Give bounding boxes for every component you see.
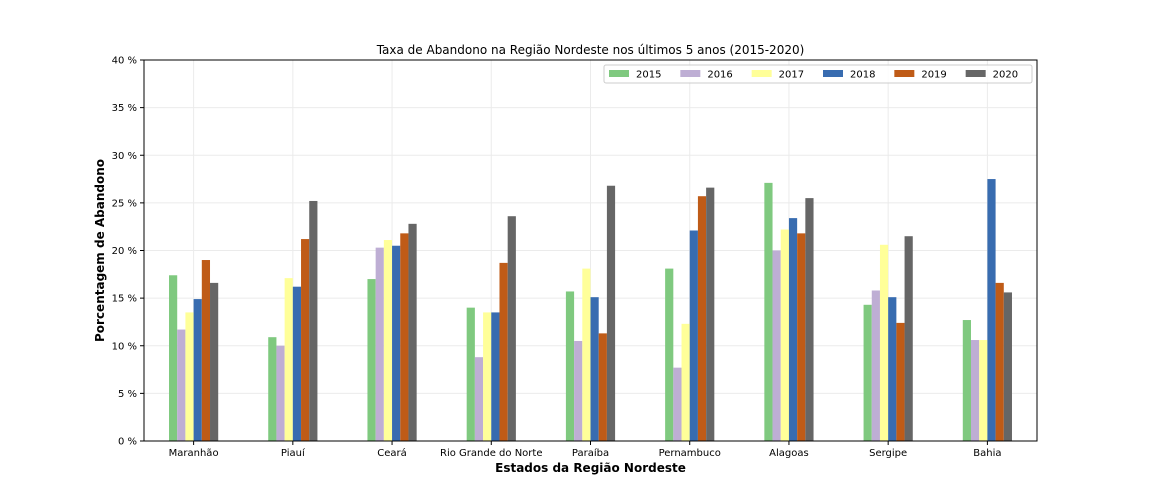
x-tick-label: Sergipe bbox=[869, 448, 907, 459]
legend-swatch bbox=[680, 70, 701, 77]
bar-2020[interactable] bbox=[408, 223, 417, 441]
y-tick-label: 35 % bbox=[112, 103, 137, 114]
x-tick-label: Maranhão bbox=[169, 448, 219, 459]
bar-2019[interactable] bbox=[201, 260, 211, 441]
x-tick-label: Piauí bbox=[281, 447, 306, 459]
bar-2018[interactable] bbox=[689, 230, 698, 441]
bar-2016[interactable] bbox=[871, 290, 880, 441]
bar-2020[interactable] bbox=[507, 216, 516, 441]
bar-2019[interactable] bbox=[797, 233, 806, 441]
bar-2019[interactable] bbox=[995, 282, 1004, 441]
bar-2017[interactable] bbox=[780, 229, 789, 441]
chart-title: Taxa de Abandono na Região Nordeste nos … bbox=[376, 43, 805, 57]
x-tick-label: Bahia bbox=[973, 448, 1001, 459]
bar-2015[interactable] bbox=[764, 182, 773, 441]
bar-2019[interactable] bbox=[697, 196, 707, 441]
legend-label: 2019 bbox=[921, 70, 946, 81]
bar-2018[interactable] bbox=[788, 218, 798, 441]
y-tick-label: 5 % bbox=[118, 389, 137, 400]
y-tick-label: 40 % bbox=[112, 56, 137, 67]
bar-2015[interactable] bbox=[565, 291, 575, 441]
bar-2019[interactable] bbox=[499, 262, 508, 441]
legend-swatch bbox=[751, 70, 772, 77]
legend[interactable]: 2015 2016 2017 2018 2019 2020 bbox=[603, 64, 1033, 84]
y-tick-label: 30 % bbox=[112, 151, 137, 162]
bar-2017[interactable] bbox=[979, 340, 988, 441]
y-tick-label: 10 % bbox=[112, 341, 137, 352]
bar-2017[interactable] bbox=[879, 244, 889, 441]
x-tick-label: Alagoas bbox=[769, 448, 809, 459]
bar-2019[interactable] bbox=[301, 239, 310, 441]
bar-2016[interactable] bbox=[772, 250, 781, 442]
y-tick-label: 20 % bbox=[112, 246, 137, 257]
bar-2016[interactable] bbox=[574, 340, 583, 441]
y-axis: 0 % 5 % 10 % 15 % 20 % 25 % 30 % 35 % 40 % bbox=[112, 56, 144, 448]
bar-2017[interactable] bbox=[284, 278, 293, 441]
y-tick-label: 15 % bbox=[112, 294, 137, 305]
bar-2018[interactable] bbox=[292, 286, 302, 441]
legend-label: 2020 bbox=[993, 70, 1018, 81]
legend-label: 2016 bbox=[707, 70, 732, 81]
x-axis-label: Estados da Região Nordeste bbox=[495, 461, 686, 475]
bar-2016[interactable] bbox=[970, 340, 980, 441]
bar-2017[interactable] bbox=[483, 312, 492, 441]
bar-2016[interactable] bbox=[276, 345, 285, 441]
legend-label: 2015 bbox=[636, 70, 661, 81]
bar-2016[interactable] bbox=[474, 357, 484, 441]
legend-swatch bbox=[965, 70, 986, 77]
legend-label: 2018 bbox=[850, 70, 875, 81]
bar-2018[interactable] bbox=[491, 312, 500, 441]
bar-2020[interactable] bbox=[904, 236, 913, 441]
legend-box bbox=[603, 64, 1033, 84]
bar-2016[interactable] bbox=[673, 367, 682, 441]
bar-2018[interactable] bbox=[590, 297, 599, 441]
bar-2020[interactable] bbox=[1003, 292, 1012, 441]
bar-2015[interactable] bbox=[268, 337, 277, 441]
bar-2015[interactable] bbox=[367, 279, 376, 441]
bar-2015[interactable] bbox=[665, 268, 674, 441]
bar-2020[interactable] bbox=[210, 282, 219, 441]
bar-2017[interactable] bbox=[582, 268, 591, 441]
bar-2017[interactable] bbox=[383, 240, 393, 441]
y-tick-label: 0 % bbox=[118, 437, 137, 448]
legend-label: 2017 bbox=[779, 70, 804, 81]
bars bbox=[169, 179, 1012, 441]
bar-2015[interactable] bbox=[169, 275, 178, 441]
x-tick-label: Paraíba bbox=[572, 447, 609, 459]
bar-2020[interactable] bbox=[706, 187, 715, 441]
bar-2016[interactable] bbox=[375, 247, 384, 441]
bar-2020[interactable] bbox=[309, 200, 318, 441]
bar-2018[interactable] bbox=[888, 297, 897, 441]
x-axis: Maranhão Piauí Ceará Rio Grande do Norte Par… bbox=[169, 441, 1002, 459]
bar-2017[interactable] bbox=[185, 312, 194, 441]
bar-2020[interactable] bbox=[805, 198, 814, 441]
legend-swatch bbox=[823, 70, 843, 77]
bar-2018[interactable] bbox=[193, 299, 202, 441]
bar-2020[interactable] bbox=[606, 185, 616, 441]
bar-2015[interactable] bbox=[466, 307, 475, 441]
y-tick-label: 25 % bbox=[112, 198, 137, 209]
legend-swatch bbox=[894, 70, 915, 77]
bar-2018[interactable] bbox=[987, 179, 996, 441]
bar-2019[interactable] bbox=[400, 233, 409, 441]
x-tick-label: Pernambuco bbox=[659, 448, 721, 459]
bar-2019[interactable] bbox=[896, 322, 905, 441]
x-tick-label: Rio Grande do Norte bbox=[440, 448, 542, 459]
bar-2015[interactable] bbox=[863, 304, 872, 441]
x-tick-label: Ceará bbox=[377, 447, 407, 459]
y-axis-label: Porcentagem de Abandono bbox=[93, 159, 107, 342]
bar-2015[interactable] bbox=[962, 320, 971, 441]
bar-2018[interactable] bbox=[392, 245, 401, 441]
bar-2016[interactable] bbox=[177, 329, 186, 441]
bar-2019[interactable] bbox=[598, 333, 607, 441]
bar-2017[interactable] bbox=[681, 323, 690, 441]
legend-swatch bbox=[609, 70, 629, 77]
